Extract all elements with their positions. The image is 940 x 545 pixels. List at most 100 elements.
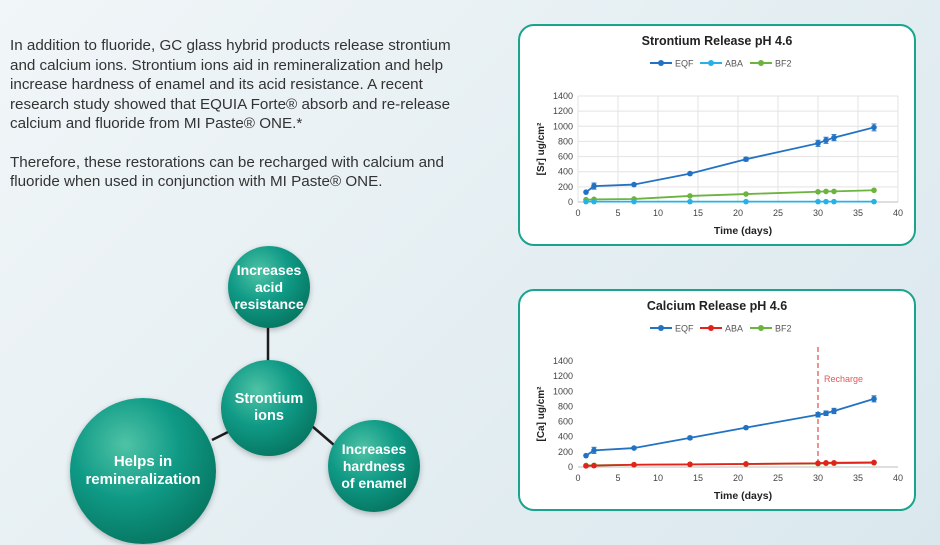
data-point-aba [631, 198, 637, 205]
data-point-aba [815, 198, 821, 205]
data-point-bf2 [871, 187, 877, 194]
x-tick-label: 25 [773, 208, 783, 218]
data-point-bf2 [823, 188, 829, 195]
data-point-aba [687, 461, 693, 468]
x-axis-label: Time (days) [714, 225, 772, 237]
x-tick-label: 35 [853, 473, 863, 483]
data-point-eqf [591, 447, 597, 454]
legend-marker-eqf [658, 60, 664, 66]
data-point-eqf [815, 411, 821, 418]
data-point-eqf [631, 445, 637, 451]
y-tick-label: 400 [558, 432, 573, 442]
circle-strontium-ions: Strontium ions [221, 360, 317, 456]
x-tick-label: 30 [813, 473, 823, 483]
legend-marker-aba [708, 325, 714, 331]
data-point-aba [831, 198, 837, 205]
x-tick-label: 25 [773, 473, 783, 483]
data-point-aba [591, 198, 597, 205]
y-axis-label: [Sr] ug/cm² [536, 122, 547, 175]
x-tick-label: 15 [693, 473, 703, 483]
series-line-eqf [585, 126, 875, 193]
intro-paragraph-1: In addition to fluoride, GC glass hybrid… [10, 37, 451, 132]
strontium-chart-card: Strontium Release pH 4.6 EQF ABA BF2 0 200 400… [518, 24, 916, 246]
y-tick-label: 1000 [553, 386, 573, 396]
data-point-eqf [823, 410, 829, 417]
x-tick-label: 10 [653, 473, 663, 483]
data-point-aba [687, 198, 693, 205]
legend-label-bf2: BF2 [775, 59, 792, 69]
data-point-eqf [743, 424, 749, 431]
x-tick-label: 40 [893, 473, 903, 483]
data-point-eqf [591, 183, 597, 189]
circle-hardness-of-enamel: Increases hardness of enamel [328, 420, 420, 512]
y-tick-label: 600 [558, 152, 573, 162]
data-point-eqf [823, 137, 829, 144]
x-tick-label: 30 [813, 208, 823, 218]
data-point-aba [743, 461, 749, 467]
data-point-aba [815, 460, 821, 467]
x-tick-label: 20 [733, 208, 743, 218]
y-tick-label: 400 [558, 167, 573, 177]
legend-label-eqf: EQF [675, 59, 694, 69]
legend-label-aba: ABA [725, 324, 743, 334]
data-point-eqf [743, 156, 749, 163]
data-point-eqf [631, 181, 637, 188]
data-point-eqf [583, 189, 589, 195]
x-axis-label: Time (days) [714, 490, 772, 502]
x-tick-label: 0 [575, 208, 580, 218]
data-point-aba [831, 460, 837, 466]
legend-marker-aba [708, 60, 714, 66]
legend-label-aba: ABA [725, 59, 743, 69]
data-point-aba [583, 198, 589, 205]
legend-marker-eqf [658, 325, 664, 331]
data-point-aba [631, 461, 637, 468]
legend-marker-bf2 [758, 60, 764, 66]
data-point-eqf [687, 170, 693, 177]
data-point-eqf [815, 140, 821, 147]
y-tick-label: 0 [568, 462, 573, 472]
legend-label-bf2: BF2 [775, 324, 792, 334]
y-tick-label: 0 [568, 197, 573, 207]
data-point-aba [823, 198, 829, 205]
y-tick-label: 200 [558, 182, 573, 192]
data-point-aba [823, 460, 829, 466]
circle-remineralization: Helps in remineralization [70, 398, 216, 544]
x-tick-label: 15 [693, 208, 703, 218]
data-point-bf2 [831, 188, 837, 195]
x-tick-label: 40 [893, 208, 903, 218]
x-tick-label: 5 [615, 208, 620, 218]
y-tick-label: 800 [558, 136, 573, 146]
data-point-eqf [871, 396, 877, 402]
series-line-bf2 [585, 189, 875, 201]
y-axis-label: [Ca] ug/cm² [536, 386, 547, 442]
data-point-aba [871, 459, 877, 466]
circle-acid-resistance: Increases acid resistance [228, 246, 310, 328]
y-tick-label: 1400 [553, 91, 573, 101]
data-point-aba [871, 198, 877, 205]
x-tick-label: 20 [733, 473, 743, 483]
intro-paragraph-2: Therefore, these restorations can be rec… [10, 153, 444, 191]
calcium-chart-card: Calcium Release pH 4.6 EQF ABA BF2 0 200 400 60… [518, 289, 916, 511]
x-tick-label: 10 [653, 208, 663, 218]
x-tick-label: 0 [575, 473, 580, 483]
data-point-bf2 [815, 188, 821, 195]
recharge-label: Recharge [824, 374, 863, 384]
y-tick-label: 1200 [553, 106, 573, 116]
data-point-eqf [831, 134, 837, 141]
data-point-eqf [583, 452, 589, 459]
y-tick-label: 1000 [553, 121, 573, 131]
data-point-eqf [831, 408, 837, 414]
legend-marker-bf2 [758, 325, 764, 331]
data-point-bf2 [687, 193, 693, 199]
data-point-aba [743, 198, 749, 205]
x-tick-label: 5 [615, 473, 620, 483]
legend-label-eqf: EQF [675, 324, 694, 334]
y-tick-label: 1200 [553, 371, 573, 381]
x-tick-label: 35 [853, 208, 863, 218]
y-tick-label: 1400 [553, 356, 573, 366]
chart-title: Calcium Release pH 4.6 [647, 299, 787, 313]
series-line-eqf [585, 397, 875, 457]
y-tick-label: 800 [558, 401, 573, 411]
